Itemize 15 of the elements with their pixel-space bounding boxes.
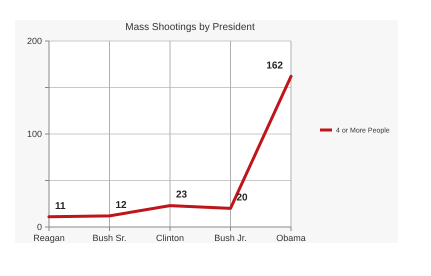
data-label: 11 — [55, 200, 66, 212]
x-tick-label: Reagan — [33, 233, 65, 243]
x-tick-label: Bush Sr. — [92, 233, 127, 243]
data-label: 23 — [176, 190, 188, 201]
x-tick-label: Clinton — [156, 233, 184, 243]
y-tick-label: 100 — [26, 129, 42, 140]
data-label: 20 — [236, 192, 248, 204]
data-label: 12 — [116, 200, 128, 211]
y-tick-label: 200 — [26, 36, 42, 46]
y-tick-label: 0 — [36, 222, 42, 232]
line-series — [48, 74, 292, 218]
data-label: 162 — [266, 60, 284, 72]
chart-title: Mass Shootings by President — [125, 22, 255, 33]
x-tick-label: Bush Jr. — [214, 233, 247, 243]
x-tick-label: Obama — [276, 233, 306, 243]
